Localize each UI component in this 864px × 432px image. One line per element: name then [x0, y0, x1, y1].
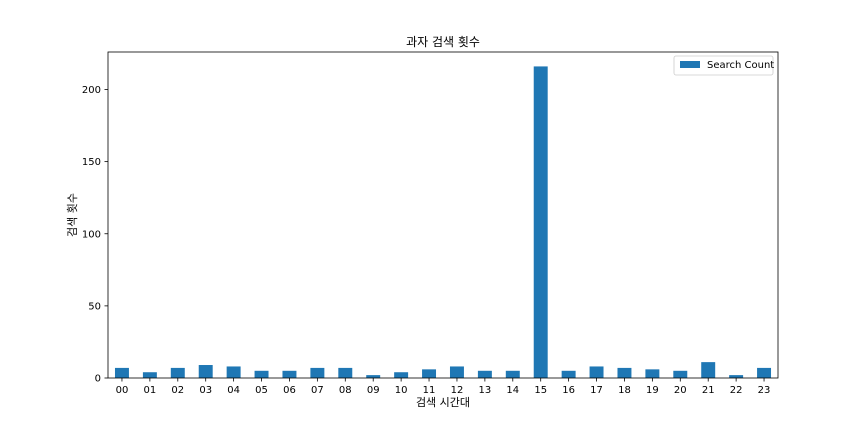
bar-06 [282, 370, 297, 378]
bar-15 [533, 66, 548, 379]
bar-19 [645, 369, 660, 378]
x-tick-label-07: 07 [311, 385, 324, 396]
bar-10 [394, 372, 409, 378]
bar-14 [505, 370, 520, 378]
x-tick-label-11: 11 [423, 385, 436, 396]
x-tick-label-06: 06 [283, 385, 296, 396]
x-tick-label-18: 18 [618, 385, 631, 396]
x-tick-label-13: 13 [479, 385, 492, 396]
x-tick-label-12: 12 [451, 385, 464, 396]
bar-05 [254, 370, 269, 378]
x-tick-label-20: 20 [674, 385, 687, 396]
legend-label: Search Count [707, 60, 774, 71]
x-tick-label-10: 10 [395, 385, 408, 396]
bar-18 [617, 367, 632, 378]
y-axis-title: 검색 횟수 [66, 193, 79, 237]
y-axis: 0 50 100 150 200 [82, 85, 108, 385]
bar-04 [226, 366, 241, 378]
bar-01 [142, 372, 157, 378]
x-tick-label-08: 08 [339, 385, 352, 396]
bar-11 [422, 369, 437, 378]
legend-swatch [680, 61, 700, 68]
x-tick-label-00: 00 [116, 385, 129, 396]
x-tick-label-14: 14 [506, 385, 519, 396]
bar-20 [673, 370, 688, 378]
x-tick-label-23: 23 [758, 385, 771, 396]
x-tick-label-21: 21 [702, 385, 715, 396]
plot-area-frame [107, 51, 779, 379]
legend-box [673, 55, 774, 76]
y-tick-label-150: 150 [82, 157, 101, 168]
bar-13 [477, 370, 492, 378]
bar-16 [561, 370, 576, 378]
bar-09 [366, 375, 381, 378]
x-tick-label-19: 19 [646, 385, 659, 396]
x-tick-label-15: 15 [534, 385, 547, 396]
bar-23 [757, 367, 772, 378]
x-tick-label-22: 22 [730, 385, 743, 396]
bar-08 [338, 367, 353, 378]
y-tick-label-200: 200 [82, 85, 101, 96]
y-tick-label-100: 100 [82, 229, 101, 240]
bar-17 [589, 366, 604, 378]
y-tick-label-50: 50 [88, 301, 101, 312]
x-tick-label-03: 03 [199, 385, 212, 396]
y-tick-label-0: 0 [95, 374, 101, 385]
bar-03 [198, 365, 213, 378]
x-tick-label-09: 09 [367, 385, 380, 396]
legend: Search Count [673, 55, 774, 76]
x-tick-label-02: 02 [171, 385, 184, 396]
x-tick-label-05: 05 [255, 385, 268, 396]
chart-title: 과자 검색 횟수 [406, 35, 480, 49]
bar-00 [114, 367, 129, 378]
bar-07 [310, 367, 325, 378]
bar-12 [449, 366, 464, 378]
x-tick-label-04: 04 [227, 385, 240, 396]
bar-21 [701, 362, 716, 378]
x-tick-label-01: 01 [144, 385, 157, 396]
x-tick-label-17: 17 [590, 385, 603, 396]
bar-22 [729, 375, 744, 378]
bars-group [114, 66, 772, 379]
x-axis: 00 01 02 03 04 05 06 07 08 09 10 11 12 13 14 15 16 17 18 19… [116, 378, 771, 396]
x-axis-title: 검색 시간대 [416, 396, 470, 409]
bar-02 [170, 367, 185, 378]
x-tick-label-16: 16 [562, 385, 575, 396]
